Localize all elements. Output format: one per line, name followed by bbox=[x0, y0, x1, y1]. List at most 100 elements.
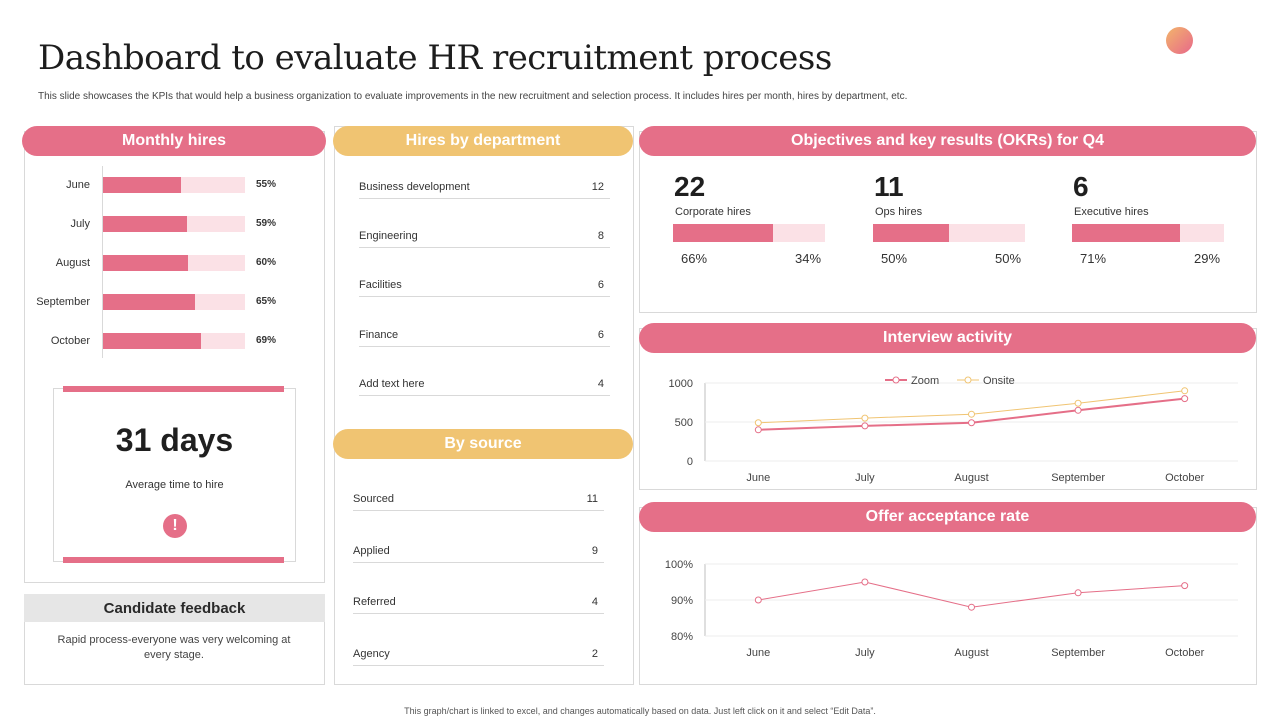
okr-header: Objectives and key results (OKRs) for Q4 bbox=[639, 126, 1256, 156]
time-to-hire-label: Average time to hire bbox=[125, 479, 224, 491]
monthly-hires-row: August 60% bbox=[0, 255, 300, 271]
series-line bbox=[758, 390, 1185, 424]
list-item-value: 9 bbox=[591, 545, 598, 557]
data-point bbox=[1181, 395, 1189, 403]
monthly-hires-bar bbox=[103, 255, 189, 271]
data-point bbox=[968, 410, 975, 418]
monthly-hires-row: October 69% bbox=[0, 333, 300, 349]
list-item-label: Facilities bbox=[359, 279, 402, 291]
monthly-hires-label: October bbox=[50, 335, 90, 347]
list-item-label: Applied bbox=[353, 545, 390, 557]
monthly-hires-bar-track bbox=[103, 216, 245, 232]
y-tick-label: 90% bbox=[671, 595, 693, 607]
monthly-hires-label: June bbox=[66, 179, 90, 191]
monthly-hires-header: Monthly hires bbox=[22, 126, 326, 156]
list-item: Agency 2 bbox=[353, 646, 604, 666]
list-item-value: 8 bbox=[597, 230, 604, 242]
by-source-header: By source bbox=[333, 429, 633, 459]
data-point bbox=[1074, 406, 1082, 414]
list-item: Sourced 11 bbox=[353, 491, 604, 511]
okr-number: 22 bbox=[674, 171, 706, 202]
interview-activity-chart: 1000 500 0 June July August September October Zo… bbox=[669, 375, 1238, 484]
list-item: Engineering 8 bbox=[359, 228, 610, 248]
hires-by-department-header: Hires by department bbox=[333, 126, 633, 156]
monthly-hires-label: July bbox=[70, 218, 90, 230]
list-item: Add text here 4 bbox=[359, 376, 610, 396]
list-item: Applied 9 bbox=[353, 543, 604, 563]
monthly-hires-row: July 59% bbox=[0, 216, 300, 232]
okr-progress-bar bbox=[673, 224, 774, 242]
alert-icon: ! bbox=[163, 514, 187, 538]
okr-number: 11 bbox=[874, 171, 904, 202]
candidate-feedback-text: Rapid process-everyone was very welcomin… bbox=[57, 634, 291, 661]
monthly-hires-row: September 65% bbox=[0, 294, 300, 310]
okr-remaining-percent: 50% bbox=[995, 251, 1022, 266]
y-tick-label: 80% bbox=[671, 631, 693, 643]
y-tick-label: 1000 bbox=[669, 378, 693, 390]
data-point bbox=[1074, 589, 1082, 597]
list-item: Facilities 6 bbox=[359, 277, 610, 297]
x-tick-label: September bbox=[1051, 472, 1105, 484]
list-item-label: Add text here bbox=[359, 378, 425, 390]
list-item-value: 6 bbox=[597, 279, 604, 291]
monthly-hires-bar-track bbox=[103, 177, 245, 193]
offer-acceptance-chart: 100% 90% 80% June July August September October bbox=[665, 559, 1238, 659]
list-item-value: 2 bbox=[591, 648, 598, 660]
okr-number: 6 bbox=[1073, 171, 1089, 202]
monthly-hires-percent: 60% bbox=[256, 257, 277, 268]
list-item-value: 6 bbox=[597, 329, 604, 341]
x-tick-label: October bbox=[1165, 647, 1204, 659]
okr-progress-track bbox=[673, 224, 825, 242]
list-item-label: Engineering bbox=[359, 230, 418, 242]
okr-progress-bar bbox=[873, 224, 949, 242]
okr-progress-track bbox=[873, 224, 1025, 242]
footer-note: This graph/chart is linked to excel, and… bbox=[404, 706, 876, 716]
data-point bbox=[861, 578, 869, 586]
hires-by-department-panel bbox=[334, 126, 634, 685]
list-item-label: Sourced bbox=[353, 493, 394, 505]
list-item-value: 12 bbox=[591, 181, 604, 193]
interview-activity-panel bbox=[639, 328, 1257, 490]
okr-label: Corporate hires bbox=[675, 206, 751, 218]
okr-done-percent: 66% bbox=[681, 251, 708, 266]
y-tick-label: 100% bbox=[665, 559, 693, 571]
y-tick-label: 500 bbox=[675, 417, 693, 429]
okr-done-percent: 50% bbox=[881, 251, 908, 266]
time-to-hire-value: 31 days bbox=[115, 422, 234, 458]
monthly-hires-percent: 59% bbox=[256, 218, 277, 229]
x-tick-label: June bbox=[746, 472, 770, 484]
data-point bbox=[968, 603, 975, 611]
list-item: Business development 12 bbox=[359, 179, 610, 199]
monthly-hires-bar bbox=[103, 333, 201, 349]
monthly-hires-panel bbox=[24, 131, 325, 583]
okr-progress-bar bbox=[1072, 224, 1180, 242]
data-point bbox=[968, 419, 975, 427]
monthly-hires-percent: 55% bbox=[256, 179, 277, 190]
monthly-hires-label: September bbox=[36, 296, 90, 308]
monthly-hires-bar bbox=[103, 216, 187, 232]
x-tick-label: September bbox=[1051, 647, 1105, 659]
interview-activity-header: Interview activity bbox=[639, 323, 1256, 353]
okr-done-percent: 71% bbox=[1080, 251, 1107, 266]
list-item-label: Finance bbox=[359, 329, 399, 341]
monthly-hires-label: August bbox=[55, 257, 90, 269]
time-to-hire-bottom-bar bbox=[63, 557, 284, 563]
legend-label: Onsite bbox=[983, 375, 1015, 387]
list-item-value: 4 bbox=[597, 378, 604, 390]
data-point bbox=[1181, 582, 1189, 590]
legend-label: Zoom bbox=[911, 375, 939, 387]
list-item-label: Business development bbox=[359, 181, 470, 193]
monthly-hires-bar-track bbox=[103, 255, 245, 271]
monthly-hires-bar-track bbox=[103, 294, 245, 310]
page-title: Dashboard to evaluate HR recruitment pro… bbox=[38, 38, 832, 78]
list-item-label: Agency bbox=[353, 648, 390, 660]
x-tick-label: July bbox=[855, 472, 875, 484]
decorative-gradient-dot bbox=[1166, 27, 1193, 54]
data-point bbox=[754, 426, 762, 434]
x-tick-label: August bbox=[954, 647, 988, 659]
list-item-value: 11 bbox=[586, 493, 598, 505]
data-point bbox=[754, 596, 762, 604]
monthly-hires-row: June 55% bbox=[0, 177, 300, 193]
list-item: Finance 6 bbox=[359, 327, 610, 347]
data-point bbox=[1181, 387, 1189, 395]
